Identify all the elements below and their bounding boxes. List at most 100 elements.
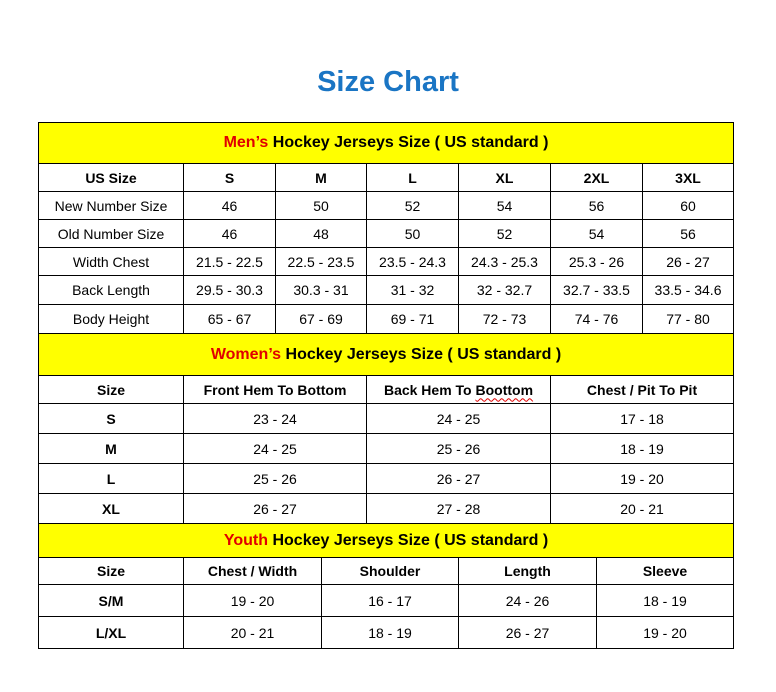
column-header: Front Hem To Bottom (183, 375, 367, 404)
women-section-header: Women’s Hockey Jerseys Size ( US standar… (37, 334, 735, 376)
size-chart-tables: Men’s Hockey Jerseys Size ( US standard … (37, 122, 735, 649)
column-header: US Size (38, 163, 184, 192)
table-cell: 50 (275, 191, 367, 220)
table-cell: 56 (641, 219, 735, 248)
table-row: Body Height 65 - 67 67 - 69 69 - 71 72 - 73 7… (38, 304, 735, 334)
youth-column-header-row: Size Chest / Width Shoulder Length Sleeve (38, 557, 735, 585)
column-header-label: L (408, 169, 417, 186)
table-cell: 54 (550, 219, 643, 248)
column-header: 3XL (641, 163, 735, 192)
table-cell: 32.7 - 33.5 (550, 275, 643, 305)
column-header: Size (38, 375, 184, 404)
table-cell: 22.5 - 23.5 (275, 247, 367, 276)
table-cell: 25 - 26 (183, 463, 367, 494)
men-column-header-row: US Size S M L XL 2XL 3XL (38, 163, 735, 192)
column-header-label: Chest / Pit To Pit (586, 381, 698, 398)
column-header: Chest / Width (183, 557, 322, 585)
column-header: Back Hem To Boottom (366, 375, 551, 404)
women-section-header-row: Women’s Hockey Jerseys Size ( US standar… (37, 334, 735, 376)
column-header-label: Size (96, 381, 125, 398)
column-header: Length (458, 557, 597, 585)
table-row: Old Number Size 46 48 50 52 54 56 (38, 219, 735, 248)
column-header-label: 3XL (675, 169, 701, 186)
youth-section-accent: Youth (223, 531, 269, 549)
column-header: M (275, 163, 367, 192)
row-label: L/XL (38, 616, 184, 649)
table-cell: 23 - 24 (183, 403, 367, 434)
table-cell: 65 - 67 (183, 304, 276, 334)
table-cell: 56 (550, 191, 643, 220)
table-cell: 30.3 - 31 (275, 275, 367, 305)
table-row: New Number Size 46 50 52 54 56 60 (38, 191, 735, 220)
column-header-label: M (315, 169, 327, 186)
table-row: M 24 - 25 25 - 26 18 - 19 (38, 433, 735, 464)
youth-section-header-row: Youth Hockey Jerseys Size ( US standard … (37, 524, 735, 558)
column-header: Size (38, 557, 184, 585)
column-header: XL (458, 163, 551, 192)
row-label: Body Height (38, 304, 184, 334)
women-size-table: Women’s Hockey Jerseys Size ( US standar… (37, 334, 735, 524)
column-header: Chest / Pit To Pit (549, 375, 735, 404)
table-cell: 69 - 71 (366, 304, 459, 334)
men-section-header-row: Men’s Hockey Jerseys Size ( US standard … (37, 122, 735, 164)
table-cell: 32 - 32.7 (458, 275, 551, 305)
table-row: S 23 - 24 24 - 25 17 - 18 (38, 403, 735, 434)
table-cell: 26 - 27 (366, 463, 551, 494)
column-header-label: XL (495, 169, 514, 186)
column-header-label: Chest / Width (207, 563, 298, 579)
table-cell: 46 (183, 219, 276, 248)
column-header-label: Shoulder (359, 563, 421, 579)
column-header: Sleeve (595, 557, 735, 585)
men-section-accent: Men’s (223, 134, 269, 151)
table-cell: 26 - 27 (641, 247, 735, 276)
table-row: Width Chest 21.5 - 22.5 22.5 - 23.5 23.5 - … (38, 247, 735, 276)
table-cell: 31 - 32 (366, 275, 459, 305)
table-cell: 16 - 17 (321, 584, 459, 617)
table-cell: 20 - 21 (549, 493, 735, 524)
table-row: S/M 19 - 20 16 - 17 24 - 26 18 - 19 (38, 584, 735, 617)
table-cell: 23.5 - 24.3 (366, 247, 459, 276)
table-cell: 19 - 20 (183, 584, 322, 617)
table-cell: 25 - 26 (366, 433, 551, 464)
youth-size-table: Youth Hockey Jerseys Size ( US standard … (37, 524, 735, 649)
column-header-label: Front Hem To Bottom (203, 381, 347, 398)
row-label: Back Length (38, 275, 184, 305)
row-label: XL (38, 493, 184, 524)
women-column-header-row: Size Front Hem To Bottom Back Hem To Boott… (38, 375, 735, 404)
table-cell: 18 - 19 (321, 616, 459, 649)
page-title: Size Chart (317, 66, 459, 98)
table-cell: 77 - 80 (641, 304, 735, 334)
column-header: S (183, 163, 276, 192)
table-cell: 29.5 - 30.3 (183, 275, 276, 305)
youth-section-title: Hockey Jerseys Size ( US standard ) (268, 531, 549, 549)
table-cell: 33.5 - 34.6 (641, 275, 735, 305)
column-header-label: S (224, 169, 235, 186)
table-cell: 67 - 69 (275, 304, 367, 334)
table-cell: 18 - 19 (549, 433, 735, 464)
column-header: L (366, 163, 459, 192)
table-cell: 19 - 20 (595, 616, 735, 649)
row-label: M (38, 433, 184, 464)
table-cell: 74 - 76 (550, 304, 643, 334)
table-cell: 24 - 26 (458, 584, 597, 617)
column-header-label: US Size (85, 169, 137, 186)
table-cell: 52 (366, 191, 459, 220)
row-label: Old Number Size (38, 219, 184, 248)
table-cell: 54 (458, 191, 551, 220)
table-cell: 26 - 27 (183, 493, 367, 524)
table-cell: 19 - 20 (549, 463, 735, 494)
table-cell: 18 - 19 (595, 584, 735, 617)
row-label: Width Chest (38, 247, 184, 276)
column-header-label: Sleeve (642, 563, 688, 579)
table-cell: 17 - 18 (549, 403, 735, 434)
table-cell: 25.3 - 26 (550, 247, 643, 276)
column-header: Shoulder (321, 557, 459, 585)
row-label: S/M (38, 584, 184, 617)
table-cell: 20 - 21 (183, 616, 322, 649)
table-cell: 52 (458, 219, 551, 248)
table-cell: 48 (275, 219, 367, 248)
table-cell: 60 (641, 191, 735, 220)
column-header-label: Length (504, 563, 551, 579)
row-label: New Number Size (38, 191, 184, 220)
table-cell: 46 (183, 191, 276, 220)
